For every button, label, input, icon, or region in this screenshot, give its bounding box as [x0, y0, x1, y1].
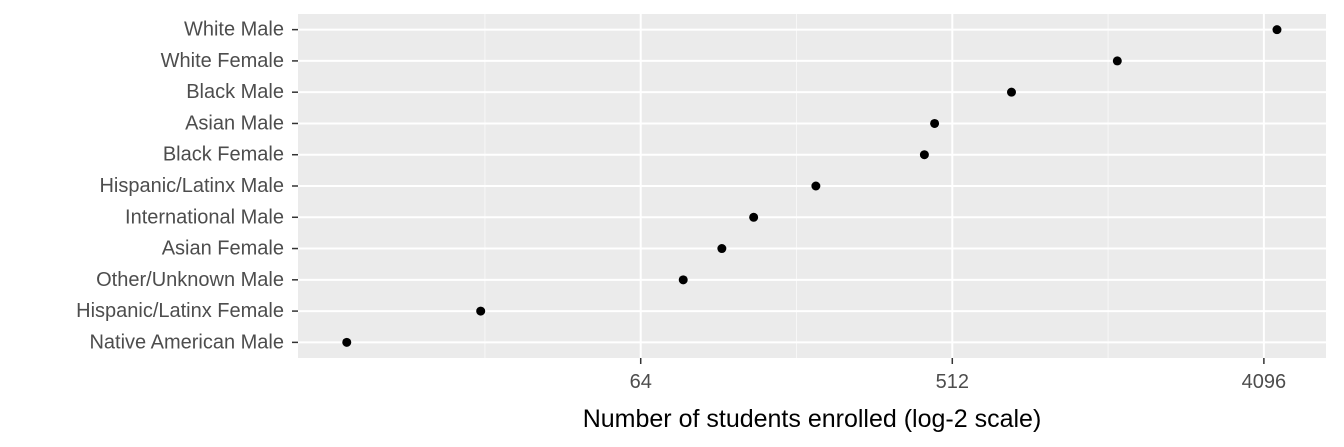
x-tick-label: 512: [936, 371, 969, 393]
y-tick-label: White Male: [184, 19, 284, 41]
data-point: [930, 118, 940, 128]
y-tick-label: Black Male: [186, 81, 284, 103]
x-tick-label: 4096: [1242, 371, 1287, 393]
x-axis: 64 512 4096: [630, 358, 1287, 393]
y-tick-label: Hispanic/Latinx Female: [76, 300, 284, 322]
x-tick-label: 64: [630, 371, 652, 393]
y-tick-label: Hispanic/Latinx Male: [99, 175, 284, 197]
x-axis-title: Number of students enrolled (log-2 scale…: [583, 405, 1042, 433]
data-point: [1112, 56, 1122, 66]
data-point: [919, 150, 929, 160]
data-point: [811, 181, 821, 191]
y-tick-label: Black Female: [163, 144, 284, 166]
y-tick-label: Native American Male: [89, 331, 284, 353]
y-axis: White Male White Female Black Male Asian Ma…: [76, 19, 298, 353]
y-tick-label: Asian Male: [185, 112, 284, 134]
y-tick-label: International Male: [125, 206, 284, 228]
data-point: [749, 212, 759, 222]
data-point: [1006, 87, 1016, 97]
major-gridlines: [298, 14, 1326, 358]
y-tick-label: Other/Unknown Male: [96, 269, 284, 291]
data-points: [342, 25, 1282, 347]
data-point: [342, 337, 352, 347]
data-point: [1272, 25, 1282, 35]
data-point: [476, 306, 486, 316]
data-point: [678, 275, 688, 285]
y-tick-label: Asian Female: [162, 238, 284, 260]
y-tick-label: White Female: [161, 50, 284, 72]
data-point: [717, 244, 727, 254]
